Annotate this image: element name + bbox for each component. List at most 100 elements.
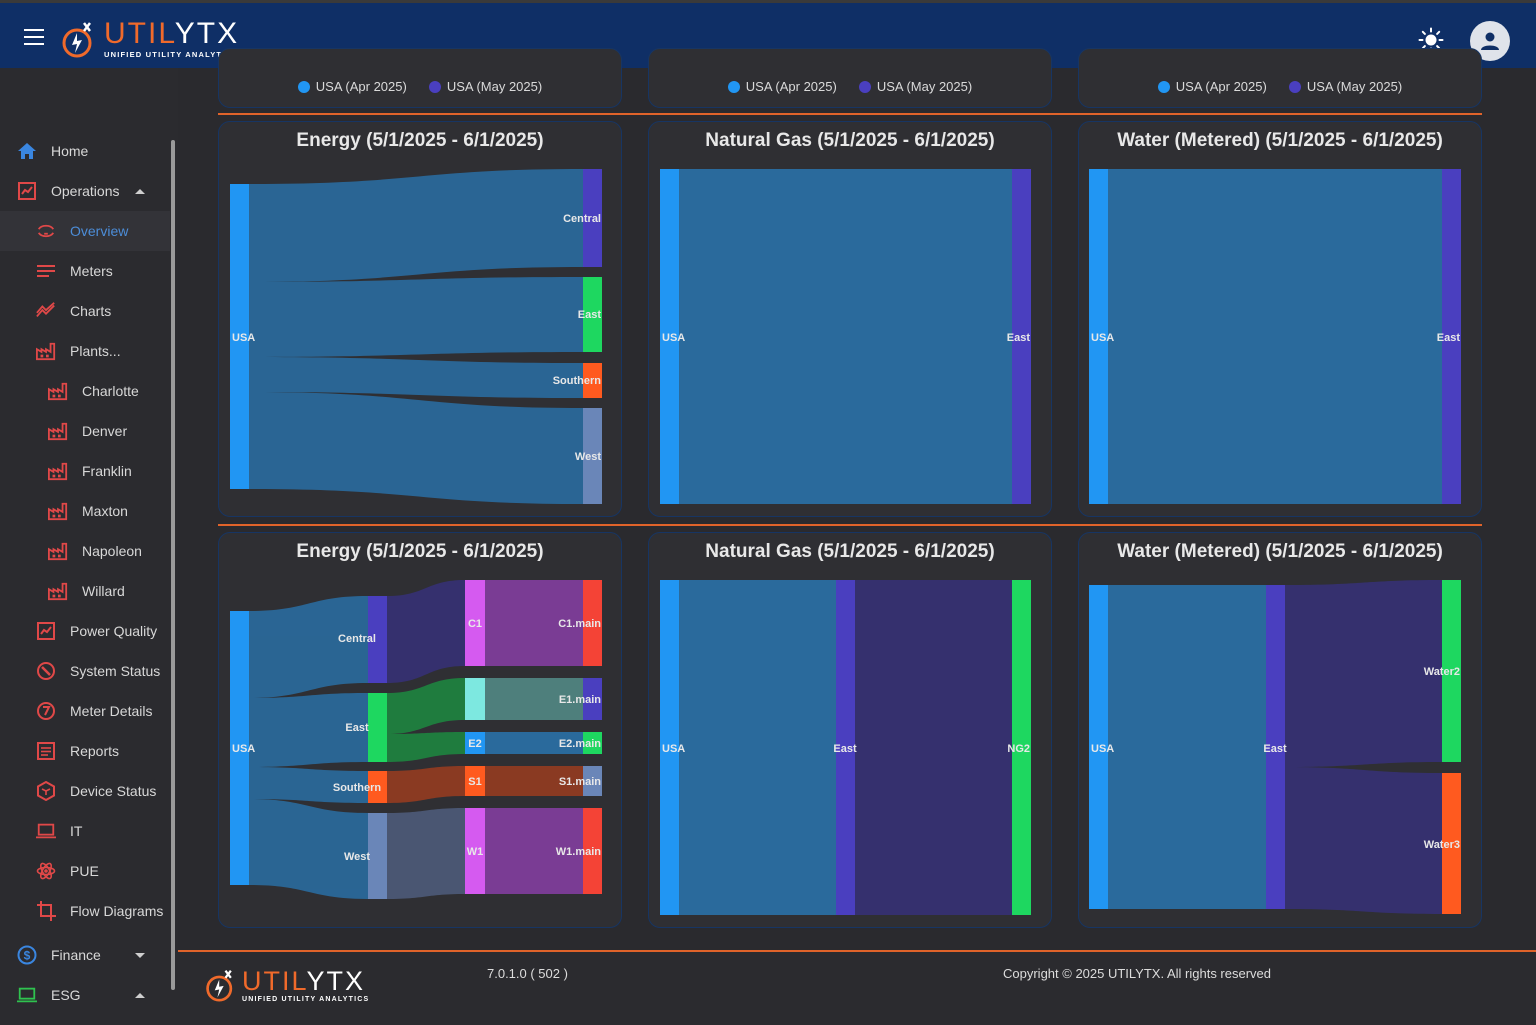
- sankey-node-ng2[interactable]: [1012, 580, 1031, 915]
- legend-item-may[interactable]: USA (May 2025): [428, 79, 542, 94]
- sankey-link: [855, 580, 1012, 915]
- sankey-node-s1-main[interactable]: [583, 766, 602, 796]
- sankey-links-level1: [249, 596, 368, 899]
- sankey-node-east[interactable]: [368, 693, 387, 762]
- sidebar-item-napoleon[interactable]: Napoleon: [0, 531, 170, 571]
- sankey-node-east[interactable]: [1012, 169, 1031, 504]
- user-avatar-button[interactable]: [1470, 21, 1510, 61]
- sankey-node-southern[interactable]: [583, 363, 602, 398]
- sankey-node-water2[interactable]: [1442, 580, 1461, 762]
- sidebar-item-plants[interactable]: Plants...: [0, 331, 170, 371]
- sankey-links: [249, 169, 583, 504]
- factory-icon: [48, 501, 68, 521]
- legend-item-apr[interactable]: USA (Apr 2025): [727, 79, 837, 94]
- sankey-label-east: East: [345, 722, 369, 734]
- brand-tagline: UNIFIED UTILITY ANALYTICS: [242, 995, 370, 1003]
- sidebar-item-label: Franklin: [82, 463, 132, 479]
- sidebar-item-charts[interactable]: Charts: [0, 291, 170, 331]
- sankey-node-west[interactable]: [583, 408, 602, 504]
- sankey-node-usa[interactable]: [1089, 585, 1108, 909]
- app-logo[interactable]: UTILYTX UNIFIED UTILITY ANALYTICS: [60, 15, 239, 63]
- sidebar-item-system-status[interactable]: System Status: [0, 651, 170, 691]
- sidebar-item-flow-diagrams[interactable]: Flow Diagrams: [0, 891, 170, 931]
- sidebar-item-denver[interactable]: Denver: [0, 411, 170, 451]
- swap-icon: [36, 221, 56, 241]
- svg-text:$: $: [24, 949, 31, 963]
- sidebar-item-franklin[interactable]: Franklin: [0, 451, 170, 491]
- chevron-up-icon[interactable]: [135, 993, 145, 998]
- sankey-node-water3[interactable]: [1442, 773, 1461, 914]
- sankey-label-usa: USA: [662, 743, 685, 755]
- sidebar-item-overview[interactable]: Overview: [0, 211, 170, 251]
- sidebar-item-charlotte[interactable]: Charlotte: [0, 371, 170, 411]
- sankey-node-usa[interactable]: [1089, 169, 1108, 504]
- sankey-node-usa[interactable]: [230, 611, 249, 885]
- sankey-node-e2[interactable]: [465, 732, 485, 754]
- sankey-node-usa[interactable]: [230, 184, 249, 489]
- legend-item-may[interactable]: USA (May 2025): [1288, 79, 1403, 94]
- panel-title: Water (Metered) (5/1/2025 - 6/1/2025): [1117, 130, 1443, 151]
- sankey-water-detail[interactable]: USA East Water2 Water3: [1079, 533, 1483, 929]
- sankey-water-summary[interactable]: USA East: [1079, 122, 1483, 518]
- sankey-energy-summary[interactable]: USA Central East Southern West: [219, 122, 623, 518]
- sankey-node-w1-main[interactable]: [583, 808, 602, 894]
- home-icon: [17, 141, 37, 161]
- legend-item-may[interactable]: USA (May 2025): [858, 79, 973, 94]
- sidebar-item-device-status[interactable]: Device Status: [0, 771, 170, 811]
- sankey-gas-detail[interactable]: USA East NG2: [649, 533, 1053, 929]
- legend-label: USA (May 2025): [1306, 79, 1403, 94]
- cube-icon: [36, 781, 56, 801]
- sankey-node-southern[interactable]: [368, 771, 387, 803]
- sankey-node-c1[interactable]: [465, 580, 485, 666]
- sankey-node-c1-main[interactable]: [583, 580, 602, 666]
- sankey-label-w1: W1: [467, 846, 484, 858]
- sankey-node-west[interactable]: [368, 813, 387, 899]
- sankey-label-ng2: NG2: [1007, 743, 1030, 755]
- sidebar-item-it[interactable]: IT: [0, 811, 170, 851]
- sidebar-item-label: Maxton: [82, 503, 128, 519]
- sankey-node-w1[interactable]: [465, 808, 485, 894]
- sankey-node-east[interactable]: [1266, 585, 1285, 909]
- sidebar-item-meters[interactable]: Meters: [0, 251, 170, 291]
- sidebar-item-reports[interactable]: Reports: [0, 731, 170, 771]
- legend-item-apr[interactable]: USA (Apr 2025): [297, 79, 407, 94]
- chevron-up-icon[interactable]: [135, 189, 145, 194]
- legend-label: USA (May 2025): [876, 79, 973, 94]
- sidebar-item-finance[interactable]: $ Finance: [0, 935, 170, 975]
- chevron-down-icon[interactable]: [135, 953, 145, 958]
- sidebar-item-label: Operations: [51, 183, 120, 199]
- sankey-node-central[interactable]: [583, 169, 602, 267]
- sankey-energy-detail[interactable]: USA Central East Southern West C1 E1 E2 …: [219, 533, 623, 929]
- sankey-node-central[interactable]: [368, 596, 387, 683]
- sidebar-item-power-quality[interactable]: Power Quality: [0, 611, 170, 651]
- sankey-node-s1[interactable]: [465, 766, 485, 796]
- footer-logo: UTILYTX UNIFIED UTILITY ANALYTICS: [204, 966, 369, 1004]
- menu-icon[interactable]: [24, 29, 44, 45]
- sankey-node-usa[interactable]: [660, 169, 679, 504]
- sankey-label-c1: C1: [468, 618, 482, 630]
- sankey-label-e2-main: E2.main: [559, 738, 601, 750]
- sankey-node-east[interactable]: [1442, 169, 1461, 504]
- sankey-node-e1-main[interactable]: [583, 678, 602, 720]
- sankey-label-water2: Water2: [1424, 666, 1460, 678]
- sankey-node-east[interactable]: [836, 580, 855, 915]
- sidebar-item-operations[interactable]: Operations: [0, 171, 170, 211]
- sankey-gas-summary[interactable]: USA East: [649, 122, 1053, 518]
- sidebar-item-willard[interactable]: Willard: [0, 571, 170, 611]
- sankey-node-e2-main[interactable]: [583, 732, 602, 754]
- sidebar-item-esg[interactable]: ESG: [0, 975, 170, 1015]
- sankey-node-e1[interactable]: [465, 678, 485, 720]
- sankey-node-usa[interactable]: [660, 580, 679, 915]
- brand-wordmark: UTILYTX: [242, 965, 366, 996]
- sidebar-item-meter-details[interactable]: Meter Details: [0, 691, 170, 731]
- sidebar-item-label: PUE: [70, 863, 99, 879]
- sidebar-scrollbar[interactable]: [171, 140, 175, 990]
- sankey-label-s1-main: S1.main: [559, 776, 601, 788]
- factory-icon: [36, 341, 56, 361]
- legend-item-apr[interactable]: USA (Apr 2025): [1157, 79, 1267, 94]
- trend-icon: [36, 301, 56, 321]
- sidebar-item-pue[interactable]: PUE: [0, 851, 170, 891]
- sankey-node-east[interactable]: [583, 277, 602, 352]
- sidebar-item-home[interactable]: Home: [0, 131, 170, 171]
- sidebar-item-maxton[interactable]: Maxton: [0, 491, 170, 531]
